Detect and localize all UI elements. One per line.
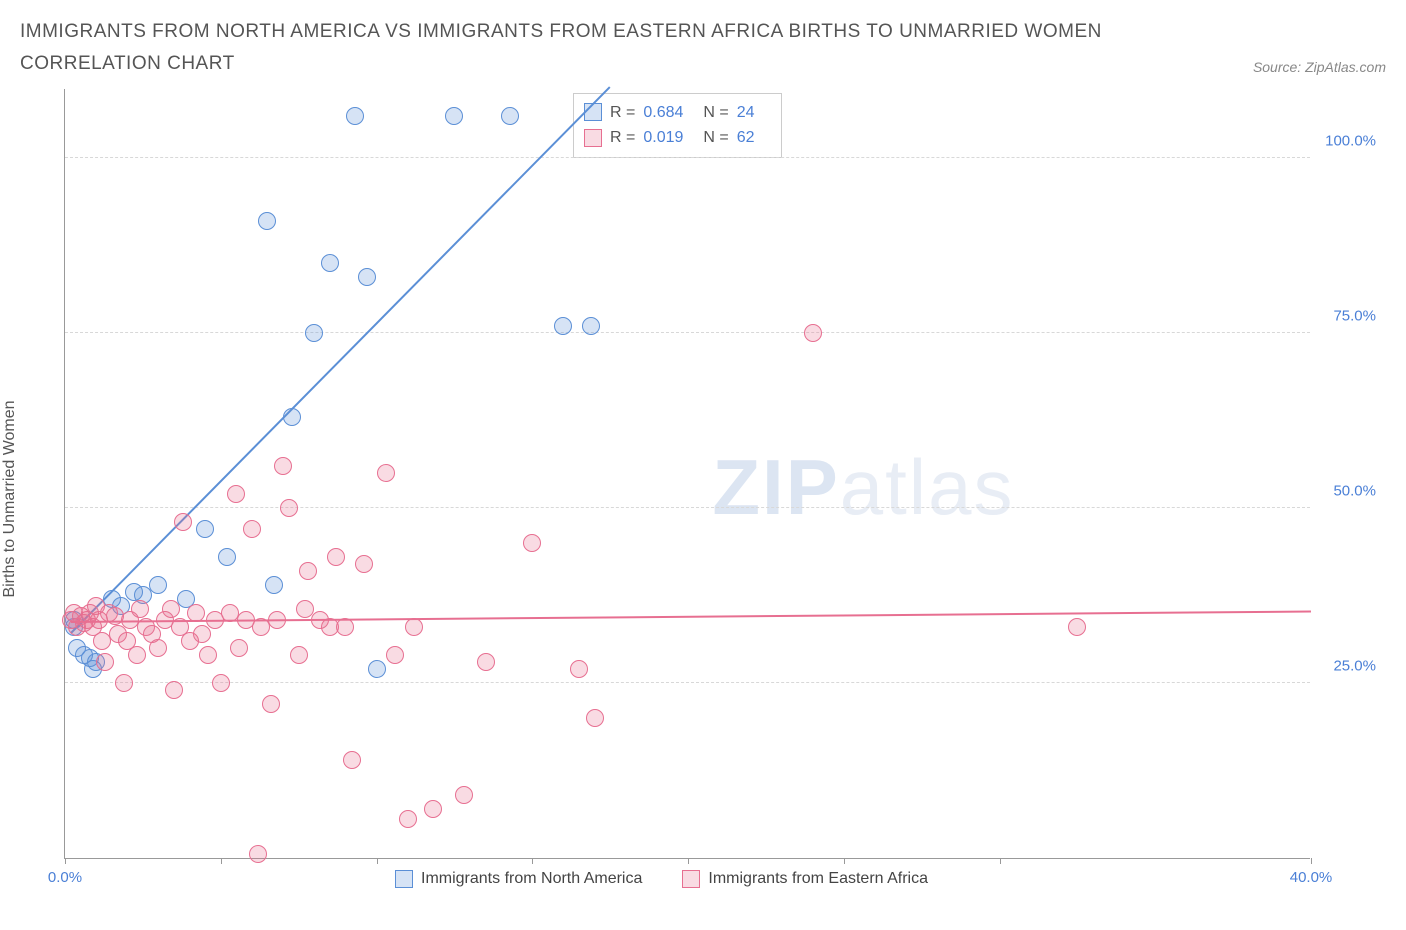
data-point — [96, 653, 114, 671]
chart-title: IMMIGRANTS FROM NORTH AMERICA VS IMMIGRA… — [20, 16, 1120, 81]
data-point — [265, 576, 283, 594]
data-point — [804, 324, 822, 342]
x-tick — [221, 858, 222, 864]
series-legend: Immigrants from North America Immigrants … — [395, 870, 928, 888]
n-value: 62 — [737, 125, 755, 151]
data-point — [218, 548, 236, 566]
data-point — [570, 660, 588, 678]
y-tick-label: 75.0% — [1333, 307, 1376, 324]
data-point — [196, 520, 214, 538]
data-point — [327, 548, 345, 566]
data-point — [582, 317, 600, 335]
data-point — [355, 555, 373, 573]
data-point — [212, 674, 230, 692]
data-point — [305, 324, 323, 342]
y-axis-label: Births to Unmarried Women — [1, 400, 19, 597]
data-point — [149, 639, 167, 657]
data-point — [455, 786, 473, 804]
data-point — [523, 534, 541, 552]
stats-row: R = 0.684 N = 24 — [584, 100, 767, 126]
data-point — [290, 646, 308, 664]
trend-line — [71, 611, 1311, 623]
r-label: R = — [610, 100, 635, 126]
x-tick — [1311, 858, 1312, 864]
data-point — [586, 709, 604, 727]
legend-label: Immigrants from Eastern Africa — [708, 870, 928, 888]
x-tick — [532, 858, 533, 864]
y-tick-label: 50.0% — [1333, 482, 1376, 499]
data-point — [445, 107, 463, 125]
data-point — [199, 646, 217, 664]
gridline — [65, 157, 1310, 158]
data-point — [162, 600, 180, 618]
legend-swatch — [395, 870, 413, 888]
data-point — [346, 107, 364, 125]
gridline — [65, 507, 1310, 508]
data-point — [193, 625, 211, 643]
plot-area: ZIPatlas R =0.684N =24R =0.019N =62 Immi… — [64, 89, 1310, 859]
data-point — [174, 513, 192, 531]
data-point — [424, 800, 442, 818]
data-point — [321, 254, 339, 272]
data-point — [405, 618, 423, 636]
data-point — [258, 212, 276, 230]
n-label: N = — [703, 125, 728, 151]
data-point — [368, 660, 386, 678]
x-tick — [844, 858, 845, 864]
data-point — [343, 751, 361, 769]
y-tick-label: 100.0% — [1325, 132, 1376, 149]
data-point — [501, 107, 519, 125]
data-point — [262, 695, 280, 713]
legend-item: Immigrants from Eastern Africa — [682, 870, 928, 888]
legend-item: Immigrants from North America — [395, 870, 642, 888]
stats-row: R = 0.019 N = 62 — [584, 125, 767, 151]
data-point — [554, 317, 572, 335]
data-point — [230, 639, 248, 657]
x-tick — [65, 858, 66, 864]
legend-label: Immigrants from North America — [421, 870, 642, 888]
r-value: 0.019 — [643, 125, 683, 151]
y-tick-label: 25.0% — [1333, 657, 1376, 674]
data-point — [274, 457, 292, 475]
x-tick-label: 40.0% — [1290, 869, 1333, 886]
correlation-chart: Births to Unmarried Women ZIPatlas R =0.… — [20, 89, 1386, 909]
series-swatch — [584, 129, 602, 147]
n-label: N = — [703, 100, 728, 126]
data-point — [249, 845, 267, 863]
data-point — [477, 653, 495, 671]
watermark: ZIPatlas — [712, 442, 1014, 533]
r-value: 0.684 — [643, 100, 683, 126]
gridline — [65, 682, 1310, 683]
data-point — [149, 576, 167, 594]
data-point — [243, 520, 261, 538]
source-credit: Source: ZipAtlas.com — [1253, 59, 1386, 81]
gridline — [65, 332, 1310, 333]
r-label: R = — [610, 125, 635, 151]
data-point — [131, 600, 149, 618]
data-point — [283, 408, 301, 426]
x-tick-label: 0.0% — [48, 869, 82, 886]
x-tick — [377, 858, 378, 864]
data-point — [227, 485, 245, 503]
data-point — [358, 268, 376, 286]
series-swatch — [584, 103, 602, 121]
data-point — [399, 810, 417, 828]
data-point — [115, 674, 133, 692]
x-tick — [1000, 858, 1001, 864]
data-point — [128, 646, 146, 664]
data-point — [299, 562, 317, 580]
data-point — [386, 646, 404, 664]
stats-legend: R = 0.684 N = 24 R = 0.019 N = 62 — [573, 93, 782, 158]
data-point — [165, 681, 183, 699]
x-tick — [688, 858, 689, 864]
data-point — [377, 464, 395, 482]
data-point — [1068, 618, 1086, 636]
data-point — [280, 499, 298, 517]
legend-swatch — [682, 870, 700, 888]
n-value: 24 — [737, 100, 755, 126]
